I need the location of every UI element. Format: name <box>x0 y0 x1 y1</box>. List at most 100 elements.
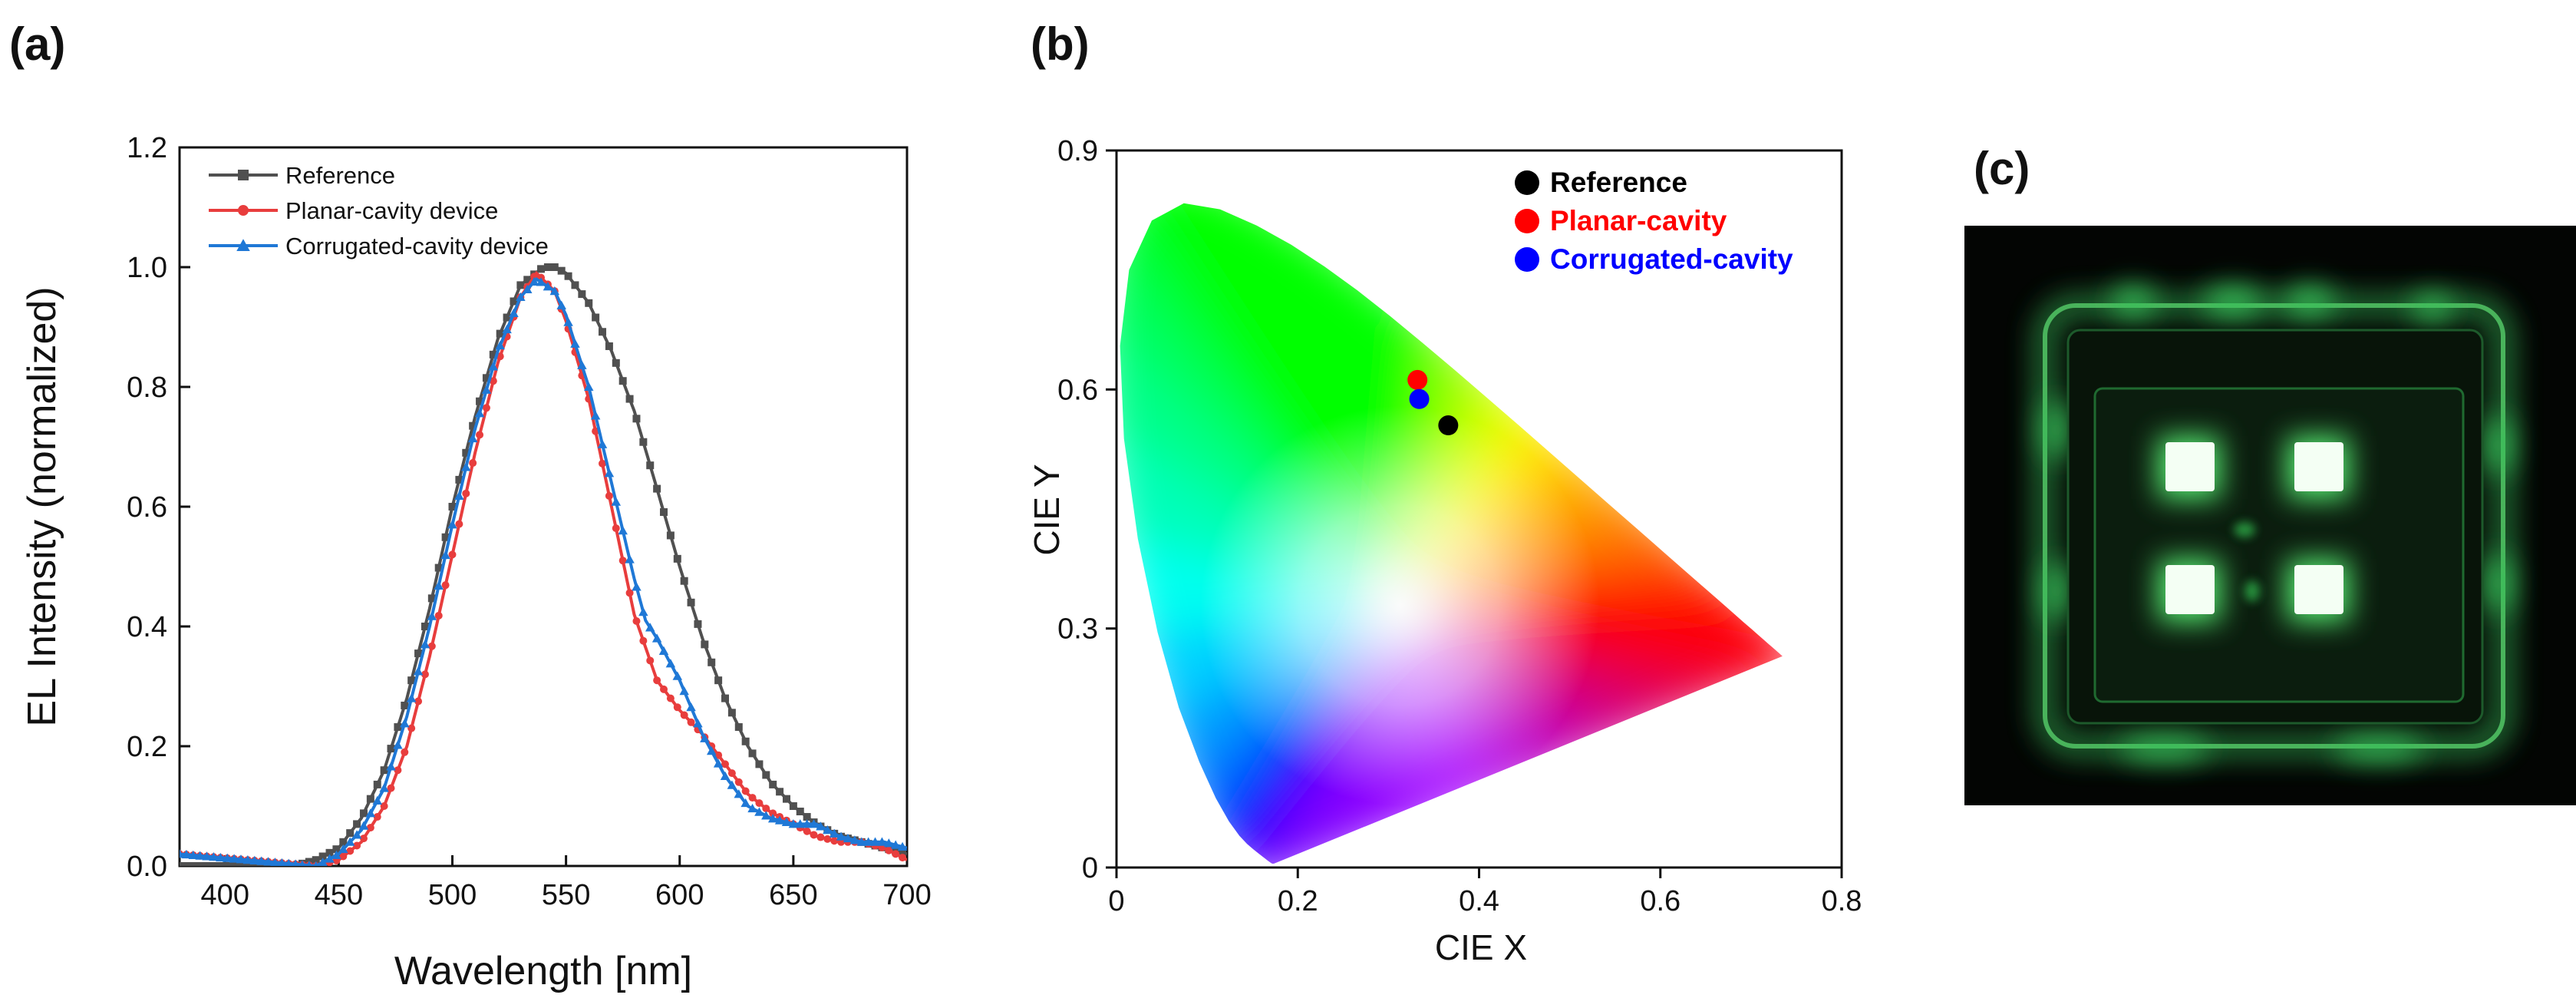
series-marker <box>489 377 497 385</box>
series-marker <box>441 581 450 590</box>
series-marker <box>741 737 750 745</box>
series-marker <box>448 550 457 559</box>
series-marker <box>721 760 729 768</box>
series-marker <box>482 404 490 412</box>
series-marker <box>658 646 669 655</box>
series-marker <box>734 789 744 798</box>
series-marker <box>366 824 374 832</box>
series-marker <box>502 324 512 334</box>
series-marker <box>897 841 907 851</box>
series-marker <box>686 702 696 712</box>
series-marker <box>216 862 225 866</box>
series-marker <box>509 308 519 318</box>
series-marker <box>420 640 430 649</box>
series-marker <box>379 783 389 792</box>
series-marker <box>366 795 374 803</box>
series-marker <box>351 830 362 839</box>
series-marker <box>338 844 348 854</box>
series-marker <box>202 851 212 861</box>
series-marker <box>599 459 607 468</box>
series-marker <box>899 848 907 857</box>
series-marker <box>440 550 450 560</box>
legend-marker-b <box>1515 170 1539 195</box>
series-marker <box>270 858 280 866</box>
x-tick-label-b: 0.2 <box>1278 885 1318 917</box>
series-marker <box>890 840 901 849</box>
series-marker <box>557 266 566 275</box>
series-marker <box>604 468 615 478</box>
series-marker <box>373 780 381 788</box>
x-tick-label-a: 600 <box>655 879 704 911</box>
y-tick-label-b: 0.6 <box>1057 374 1098 406</box>
series-marker <box>358 821 369 830</box>
legend-item-b: Reference <box>1515 167 1687 198</box>
series-marker <box>448 503 457 511</box>
series-marker <box>421 670 429 679</box>
series-marker <box>762 805 770 813</box>
series-marker <box>249 855 260 864</box>
series-marker <box>870 837 880 846</box>
series-marker <box>182 862 190 866</box>
series-marker <box>564 272 572 280</box>
emitting-pixels <box>2165 442 2343 614</box>
series-marker <box>625 395 634 403</box>
series-marker <box>672 671 683 680</box>
series-marker <box>599 328 607 336</box>
series-marker <box>230 862 239 866</box>
series-marker <box>401 701 409 709</box>
series-marker <box>795 819 806 828</box>
legend-item-a: Reference <box>209 162 395 189</box>
series-marker <box>727 780 737 789</box>
series-marker <box>229 854 239 863</box>
series-marker <box>638 607 648 616</box>
series-marker <box>292 859 299 866</box>
cie-chart: 0 0.2 0.4 0.6 0.8 0 0.3 0.6 0.9 Reference Planar-… <box>1027 135 1862 967</box>
x-tick-label-a: 450 <box>315 879 363 911</box>
series-marker <box>687 718 695 726</box>
series-marker <box>188 850 199 859</box>
el-spectrum-chart: 400 450 500 550 600 650 700 0.0 0.2 0.4 0.6 0.8 1.0 1… <box>20 132 932 993</box>
series-marker <box>727 769 736 778</box>
series-marker <box>503 313 511 322</box>
series-marker <box>754 807 764 816</box>
panel-b-label: (b) <box>1031 18 1090 70</box>
x-tick-label-a: 500 <box>428 879 477 911</box>
series-marker <box>481 385 492 394</box>
panel-c-label: (c) <box>1974 143 2030 194</box>
series-marker <box>313 861 319 866</box>
legend-marker <box>236 239 250 251</box>
series-marker <box>701 640 709 649</box>
series-marker <box>516 292 526 301</box>
y-axis-title-b: CIE Y <box>1027 464 1067 555</box>
series-marker <box>312 856 320 864</box>
series-marker <box>469 459 477 468</box>
series-marker <box>748 794 757 802</box>
series-marker <box>720 771 731 780</box>
y-tick-label-a: 1.2 <box>127 132 167 164</box>
series-marker <box>413 666 424 676</box>
series-marker <box>372 795 382 805</box>
series-marker <box>803 827 811 835</box>
device-photo <box>1964 226 2576 805</box>
series-marker <box>455 520 463 528</box>
legend-label-a: Planar-cavity device <box>285 197 498 224</box>
x-tick-label-a: 650 <box>769 879 817 911</box>
series-marker <box>700 733 710 742</box>
series-marker <box>277 858 286 866</box>
series-marker <box>646 461 655 470</box>
y-tick-label-b: 0 <box>1082 852 1098 884</box>
x-tick-label-a: 550 <box>542 879 590 911</box>
series-marker <box>284 858 293 866</box>
series-corrugated-cavity-device <box>180 276 907 866</box>
series-marker <box>578 290 586 299</box>
series-marker <box>769 809 777 818</box>
series-marker <box>769 780 777 788</box>
series-marker <box>325 854 335 863</box>
series-marker <box>680 711 688 719</box>
y-tick-label-b: 0.3 <box>1057 613 1098 646</box>
series-marker <box>776 788 784 796</box>
legend-marker <box>238 170 249 180</box>
series-marker <box>359 809 368 818</box>
series-marker <box>339 838 348 846</box>
series-marker <box>563 317 573 326</box>
